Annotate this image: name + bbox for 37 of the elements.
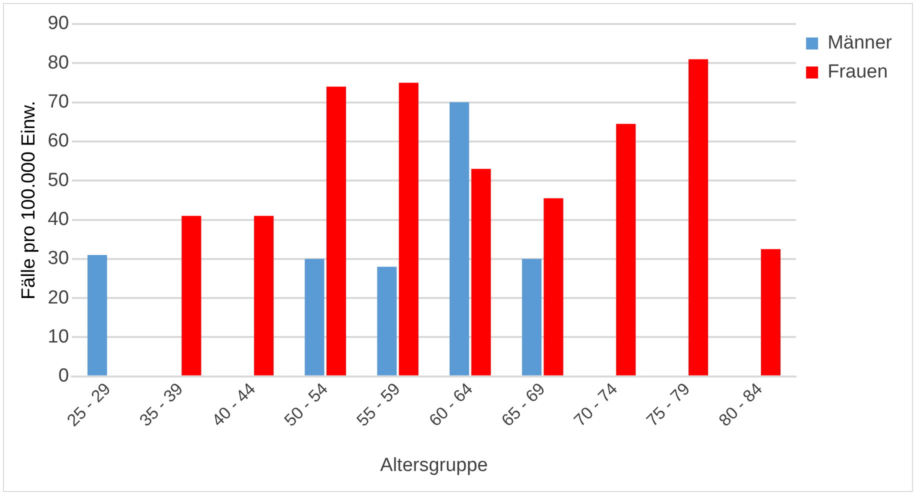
y-tick-label: 50 (48, 170, 69, 191)
y-tick-label: 80 (48, 52, 69, 74)
y-tick-label: 60 (48, 130, 69, 152)
x-axis-title: Altersgruppe (380, 454, 488, 476)
y-tick-label: 90 (48, 13, 69, 34)
y-tick-label: 0 (58, 366, 69, 387)
x-tick-label: 40 - 44 (208, 379, 260, 430)
y-tick-label: 10 (48, 326, 69, 348)
bar (688, 59, 708, 376)
x-tick-label: 60 - 64 (425, 379, 476, 430)
legend-label: Frauen (828, 62, 888, 83)
bar (304, 258, 324, 376)
x-tick-label: 35 - 39 (136, 379, 187, 430)
x-tick-label: 80 - 84 (715, 379, 766, 430)
x-tick-label: 70 - 74 (570, 379, 622, 430)
bar (182, 216, 202, 376)
y-tick-label: 20 (48, 287, 69, 308)
x-tick-label: 50 - 54 (280, 379, 332, 430)
x-tick-label: 55 - 59 (353, 379, 404, 430)
x-tick-label: 65 - 69 (498, 379, 549, 430)
y-tick-label: 30 (48, 248, 69, 270)
bar (450, 102, 470, 376)
bar (254, 216, 274, 376)
bar (377, 266, 397, 376)
bar (616, 124, 636, 376)
y-tick-label: 40 (48, 208, 69, 230)
bar (760, 249, 781, 376)
x-tick-label: 75 - 79 (642, 379, 694, 430)
bar (544, 198, 564, 376)
y-axis-title: Fälle pro 100.000 Einw. (18, 100, 40, 300)
bar (326, 86, 346, 376)
bar (522, 258, 542, 376)
bar (398, 82, 418, 376)
bar (471, 168, 491, 376)
y-tick-label: 70 (48, 92, 69, 113)
legend-label: Männer (828, 32, 893, 54)
bar (88, 254, 108, 376)
